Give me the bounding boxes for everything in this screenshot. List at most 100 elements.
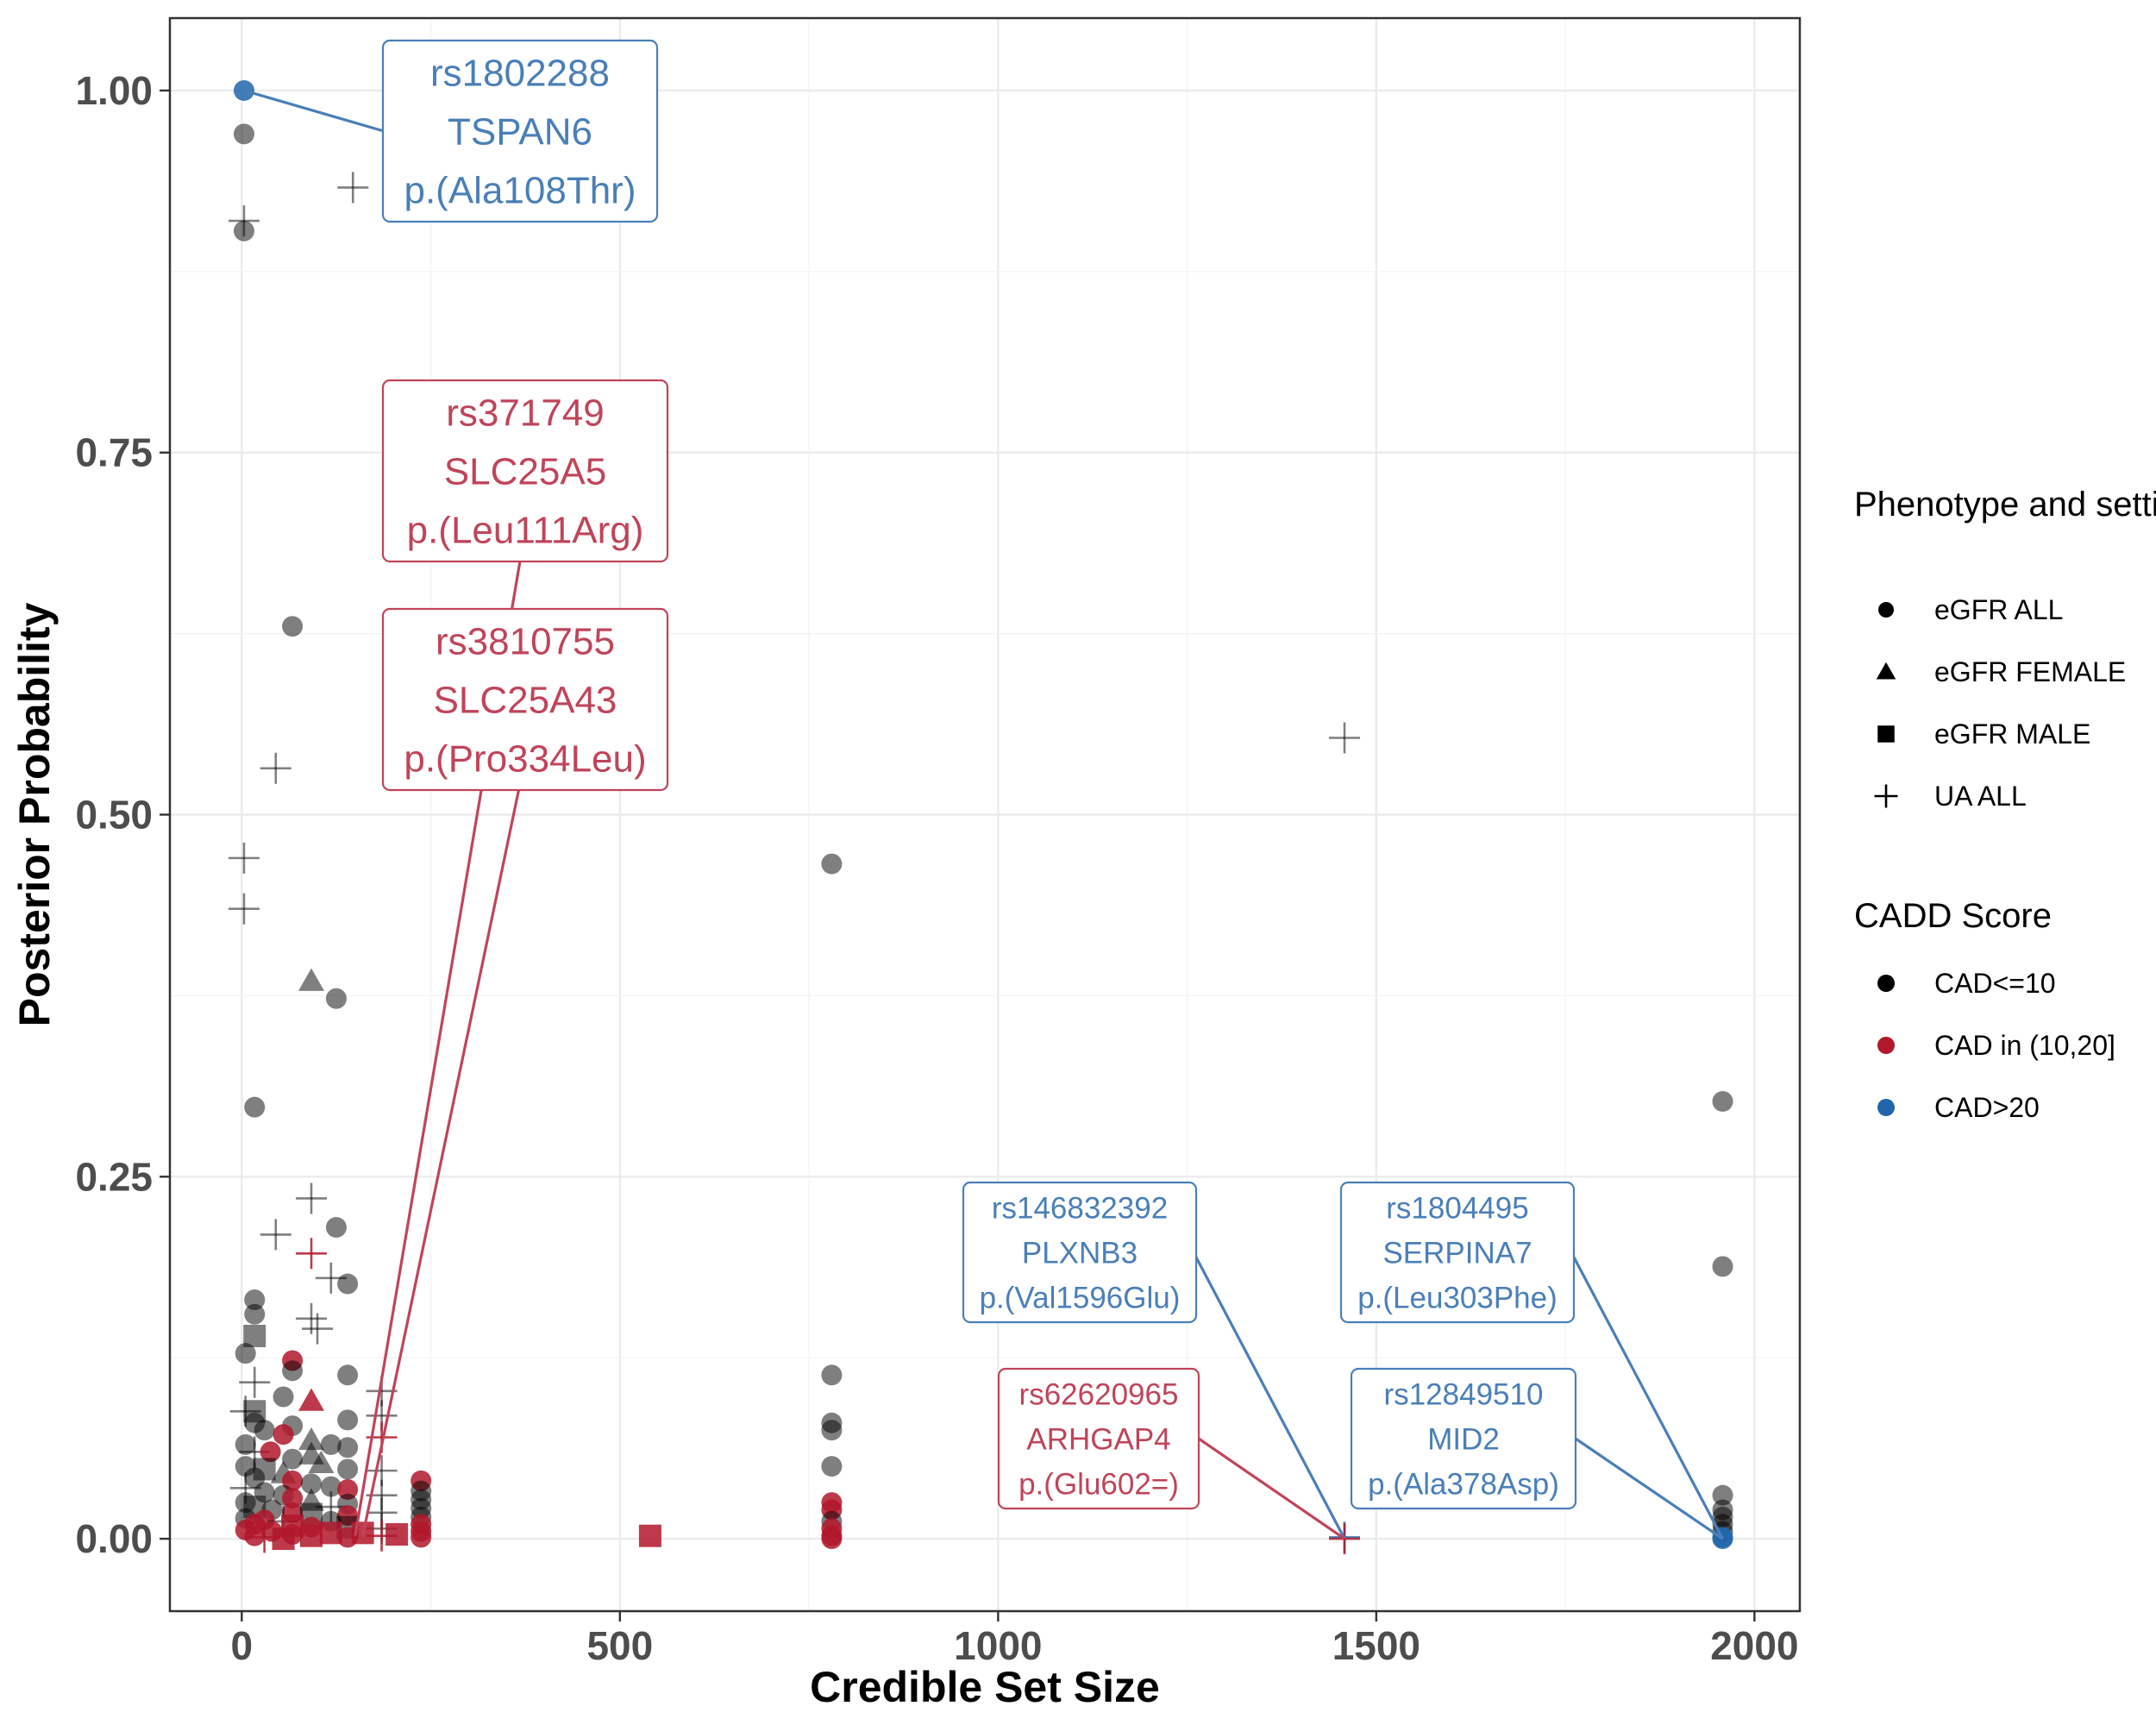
data-point <box>282 616 304 637</box>
data-point <box>308 1450 335 1473</box>
data-point <box>228 893 260 925</box>
data-point <box>337 1458 359 1480</box>
data-point <box>260 1441 281 1463</box>
data-point <box>337 1527 359 1548</box>
data-point <box>233 123 254 145</box>
annotation-label: p.(Glu602=) <box>1018 1467 1179 1501</box>
data-point <box>282 1448 304 1470</box>
annotation-label: p.(Ala108Thr) <box>404 169 636 211</box>
annotation-box <box>1339 1181 1576 1324</box>
data-point <box>244 1467 266 1489</box>
y-axis-title: Posterior Probability <box>10 602 59 1026</box>
data-point <box>228 205 260 237</box>
legend-key-color <box>1877 1099 1895 1116</box>
annotations: rs1802288 TSPAN6 p.(Ala108Thr) rs371749 SLC2… <box>381 39 1577 1510</box>
annotation-label: ARHGAP4 <box>1026 1422 1170 1456</box>
x-tick-label: 500 <box>586 1623 653 1668</box>
data-point <box>273 1386 294 1408</box>
y-tick-label: 0.50 <box>75 793 153 837</box>
data-point <box>296 1238 328 1270</box>
data-point <box>411 1527 432 1548</box>
x-tick-label: 1000 <box>954 1623 1042 1668</box>
annotation-box <box>381 39 659 223</box>
data-point <box>337 1273 359 1295</box>
annotation-label: rs12849510 <box>1384 1377 1544 1411</box>
data-point <box>228 842 260 874</box>
legend-key-color <box>1877 1037 1895 1054</box>
annotation-label: PLXNB3 <box>1022 1236 1138 1270</box>
data-point <box>821 1456 843 1477</box>
legend-label: eGFR ALL <box>1934 594 2063 625</box>
grid <box>170 18 1800 1611</box>
data-point <box>1712 1090 1733 1112</box>
data-point <box>337 1409 359 1431</box>
annotation-box <box>381 607 669 792</box>
data-point <box>235 1433 256 1455</box>
annotation-label: p.(Pro334Leu) <box>404 737 646 780</box>
data-point <box>300 1524 323 1547</box>
x-axis-title: Credible Set Size <box>810 1663 1160 1711</box>
annotation-label: SLC25A5 <box>444 450 606 492</box>
data-point <box>301 1473 323 1495</box>
legend-label: eGFR FEMALE <box>1934 656 2126 687</box>
annotation-label: rs62620965 <box>1019 1377 1179 1411</box>
data-point <box>385 1523 409 1546</box>
legend-label: UA ALL <box>1934 781 2027 812</box>
data-point <box>337 1478 359 1500</box>
data-point <box>1712 1256 1733 1277</box>
data-point <box>638 1524 661 1547</box>
x-tick-label: 1500 <box>1332 1623 1420 1668</box>
annotation-leader <box>1192 1251 1346 1540</box>
annotation-label: p.(Leu111Arg) <box>407 509 644 551</box>
annotation-label: rs3810755 <box>436 620 615 662</box>
data-point <box>298 1388 325 1411</box>
data-point <box>282 1488 304 1509</box>
data-point <box>320 1476 342 1497</box>
annotation-box <box>962 1181 1198 1324</box>
data-point <box>244 1289 266 1310</box>
legend-label: CAD>20 <box>1934 1092 2040 1123</box>
legend-key-color <box>1877 975 1895 992</box>
data-point <box>302 1313 334 1345</box>
annotation-label: MID2 <box>1427 1422 1500 1456</box>
annotation-leader <box>243 89 385 133</box>
data-point <box>239 1366 271 1398</box>
data-point <box>1712 1484 1733 1506</box>
x-tick-label: 0 <box>231 1623 254 1668</box>
legend-title-shape: Phenotype and setting <box>1854 486 2156 524</box>
annotation-label: rs1804495 <box>1386 1191 1528 1225</box>
data-point <box>298 968 325 991</box>
data-point <box>337 172 369 204</box>
annotation-box <box>381 379 669 563</box>
annotation-leader <box>1570 1251 1724 1540</box>
y-tick-label: 0.75 <box>75 430 153 475</box>
data-point <box>821 1528 843 1550</box>
data-point <box>337 1364 359 1386</box>
y-tick-label: 1.00 <box>75 68 153 113</box>
annotation-label: rs1802288 <box>430 52 610 94</box>
annotation-label: rs371749 <box>446 392 604 434</box>
y-tick-label: 0.25 <box>75 1154 153 1199</box>
data-point <box>320 1433 342 1455</box>
data-point <box>254 1420 275 1441</box>
data-points <box>228 79 1733 1555</box>
y-tick-label: 0.00 <box>75 1516 153 1561</box>
data-point <box>244 1303 266 1325</box>
data-point <box>260 1219 291 1251</box>
legend-title-color: CADD Score <box>1854 897 2052 935</box>
data-point <box>821 853 843 875</box>
data-point <box>325 988 347 1009</box>
legend: Phenotype and setting eGFR ALL eGFR FEMALE… <box>1854 486 2156 1123</box>
annotation-label: SLC25A43 <box>434 679 617 721</box>
data-point <box>1329 722 1361 754</box>
x-tick-label: 2000 <box>1710 1623 1798 1668</box>
legend-label: CAD<=10 <box>1934 968 2056 999</box>
annotation-box <box>1350 1367 1577 1510</box>
annotation-leader <box>1575 1437 1724 1540</box>
data-point <box>235 1343 256 1364</box>
axes: 0 500 1000 1500 2000 0.00 0.25 0.50 0.75 1.00 <box>75 68 1798 1668</box>
data-point <box>273 1424 294 1446</box>
data-point <box>298 1427 325 1451</box>
annotation-label: TSPAN6 <box>448 110 592 153</box>
